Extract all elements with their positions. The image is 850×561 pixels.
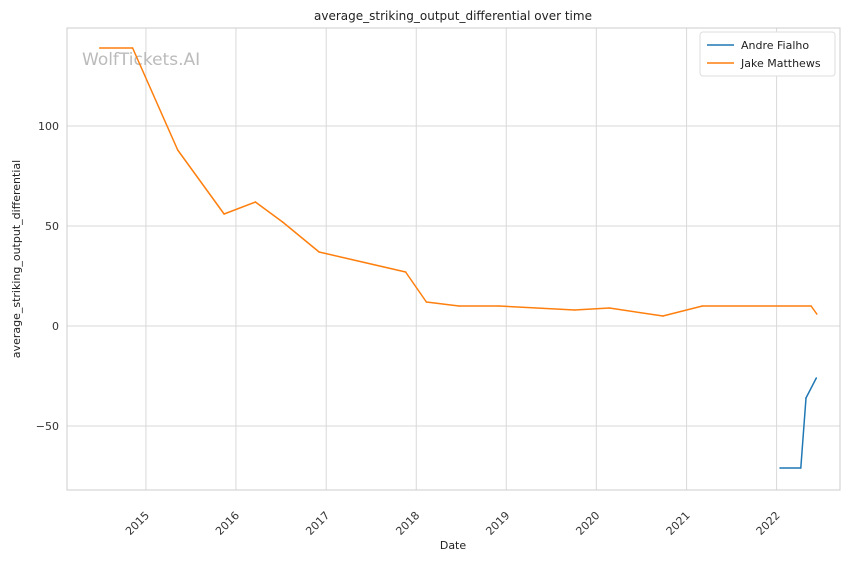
plot-frame [66,27,841,491]
x-tick-label: 2017 [303,509,332,538]
chart-title: average_striking_output_differential ove… [314,9,592,23]
y-tick-label: 0 [52,320,59,333]
x-tick-label: 2015 [123,509,152,538]
legend-box [699,31,836,77]
data-point [404,271,407,273]
data-point [176,149,179,151]
x-axis-label: Date [440,539,467,552]
data-point [701,305,704,307]
legend-label-andre-fialho: Andre Fialho [741,39,809,52]
data-point [131,47,134,49]
data-point [281,221,284,223]
y-tick-label: 50 [45,220,59,233]
data-point [815,377,818,379]
data-point [779,467,781,469]
x-axis: 2015 2016 2017 2018 2019 2020 2021 2022 [123,509,783,538]
series-line-andre-fialho [780,377,817,469]
data-point [662,315,664,317]
data-point [608,307,611,309]
grid-lines [67,28,840,490]
data-point [816,313,818,315]
x-tick-label: 2022 [754,509,783,538]
data-point [99,47,101,49]
watermark: WolfTickets.AI [82,50,200,70]
data-point [805,397,807,399]
legend: Andre Fialho Jake Matthews [699,31,836,77]
data-point [318,251,320,253]
y-axis-label: average_striking_output_differential [10,160,23,358]
data-point [573,309,576,311]
x-tick-label: 2021 [664,509,693,538]
data-point [223,213,225,215]
series-lines [99,47,818,469]
series-line-jake-matthews [99,47,818,317]
x-tick-label: 2020 [573,509,602,538]
legend-label-jake-matthews: Jake Matthews [740,57,821,70]
y-tick-label: −50 [36,420,59,433]
y-tick-label: 100 [38,120,59,133]
x-tick-label: 2019 [483,509,512,538]
x-tick-label: 2018 [393,509,422,538]
data-point [425,301,428,303]
x-tick-label: 2016 [213,509,242,538]
data-point [810,305,812,307]
data-point [498,305,500,307]
y-axis: −50 0 50 100 [36,120,59,433]
data-point [458,305,460,307]
data-point [799,467,802,469]
data-point [254,201,257,203]
